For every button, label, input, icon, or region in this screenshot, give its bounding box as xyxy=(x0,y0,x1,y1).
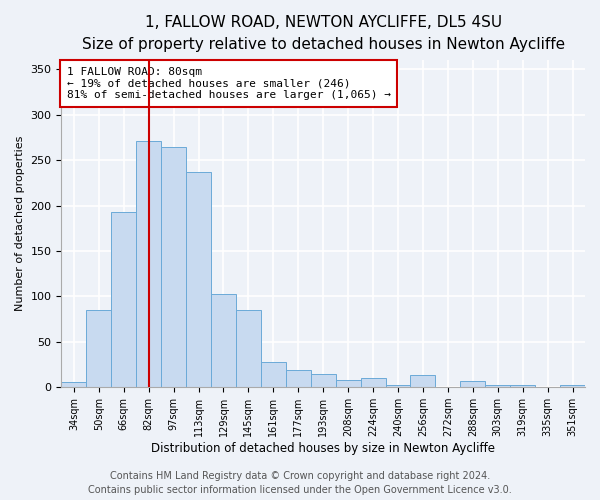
Bar xyxy=(86,310,111,387)
Text: 1 FALLOW ROAD: 80sqm
← 19% of detached houses are smaller (246)
81% of semi-deta: 1 FALLOW ROAD: 80sqm ← 19% of detached h… xyxy=(67,67,391,100)
Bar xyxy=(386,386,410,387)
Text: Contains HM Land Registry data © Crown copyright and database right 2024.
Contai: Contains HM Land Registry data © Crown c… xyxy=(88,471,512,495)
Bar xyxy=(510,386,535,387)
Title: 1, FALLOW ROAD, NEWTON AYCLIFFE, DL5 4SU
Size of property relative to detached h: 1, FALLOW ROAD, NEWTON AYCLIFFE, DL5 4SU… xyxy=(82,15,565,52)
Y-axis label: Number of detached properties: Number of detached properties xyxy=(15,136,25,312)
Bar xyxy=(485,386,510,387)
Bar xyxy=(261,362,286,387)
Bar xyxy=(410,374,436,387)
Bar xyxy=(111,212,136,387)
Bar xyxy=(236,310,261,387)
Bar xyxy=(335,380,361,387)
Bar xyxy=(286,370,311,387)
Bar xyxy=(211,294,236,387)
Bar xyxy=(560,386,585,387)
Bar xyxy=(161,146,186,387)
Bar xyxy=(361,378,386,387)
Bar xyxy=(311,374,335,387)
X-axis label: Distribution of detached houses by size in Newton Aycliffe: Distribution of detached houses by size … xyxy=(151,442,495,455)
Bar xyxy=(460,381,485,387)
Bar xyxy=(61,382,86,387)
Bar xyxy=(186,172,211,387)
Bar xyxy=(136,141,161,387)
